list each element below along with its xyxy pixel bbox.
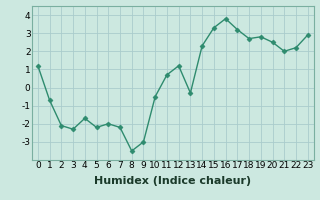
X-axis label: Humidex (Indice chaleur): Humidex (Indice chaleur) — [94, 176, 252, 186]
